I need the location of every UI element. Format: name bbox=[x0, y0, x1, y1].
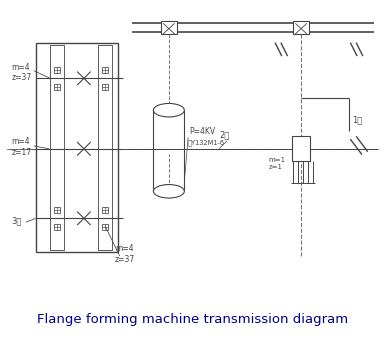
Bar bbox=[293, 136, 310, 161]
Bar bbox=[50, 45, 64, 250]
Text: 1轴: 1轴 bbox=[352, 115, 362, 125]
Ellipse shape bbox=[153, 185, 184, 198]
Text: 2轴: 2轴 bbox=[219, 131, 229, 140]
Text: m=4
z=37: m=4 z=37 bbox=[12, 63, 32, 82]
Bar bbox=[102, 84, 108, 90]
Bar bbox=[102, 67, 108, 73]
Ellipse shape bbox=[153, 104, 184, 117]
Bar bbox=[293, 21, 309, 34]
Text: 3轴: 3轴 bbox=[12, 217, 22, 226]
Bar bbox=[102, 207, 108, 213]
Text: 型Y132M1-6: 型Y132M1-6 bbox=[187, 140, 224, 146]
Bar bbox=[54, 84, 60, 90]
Text: m=1
z=1: m=1 z=1 bbox=[268, 156, 285, 169]
Bar bbox=[36, 43, 118, 252]
Bar bbox=[54, 67, 60, 73]
Text: Flange forming machine transmission diagram: Flange forming machine transmission diag… bbox=[37, 313, 349, 326]
Bar bbox=[161, 21, 176, 34]
Text: P=4KV: P=4KV bbox=[189, 127, 215, 136]
Text: m=4
z=37: m=4 z=37 bbox=[115, 244, 135, 264]
Bar bbox=[54, 224, 60, 230]
Bar bbox=[54, 207, 60, 213]
Text: m=4
z=17: m=4 z=17 bbox=[12, 137, 32, 157]
Bar bbox=[98, 45, 112, 250]
Bar bbox=[102, 224, 108, 230]
